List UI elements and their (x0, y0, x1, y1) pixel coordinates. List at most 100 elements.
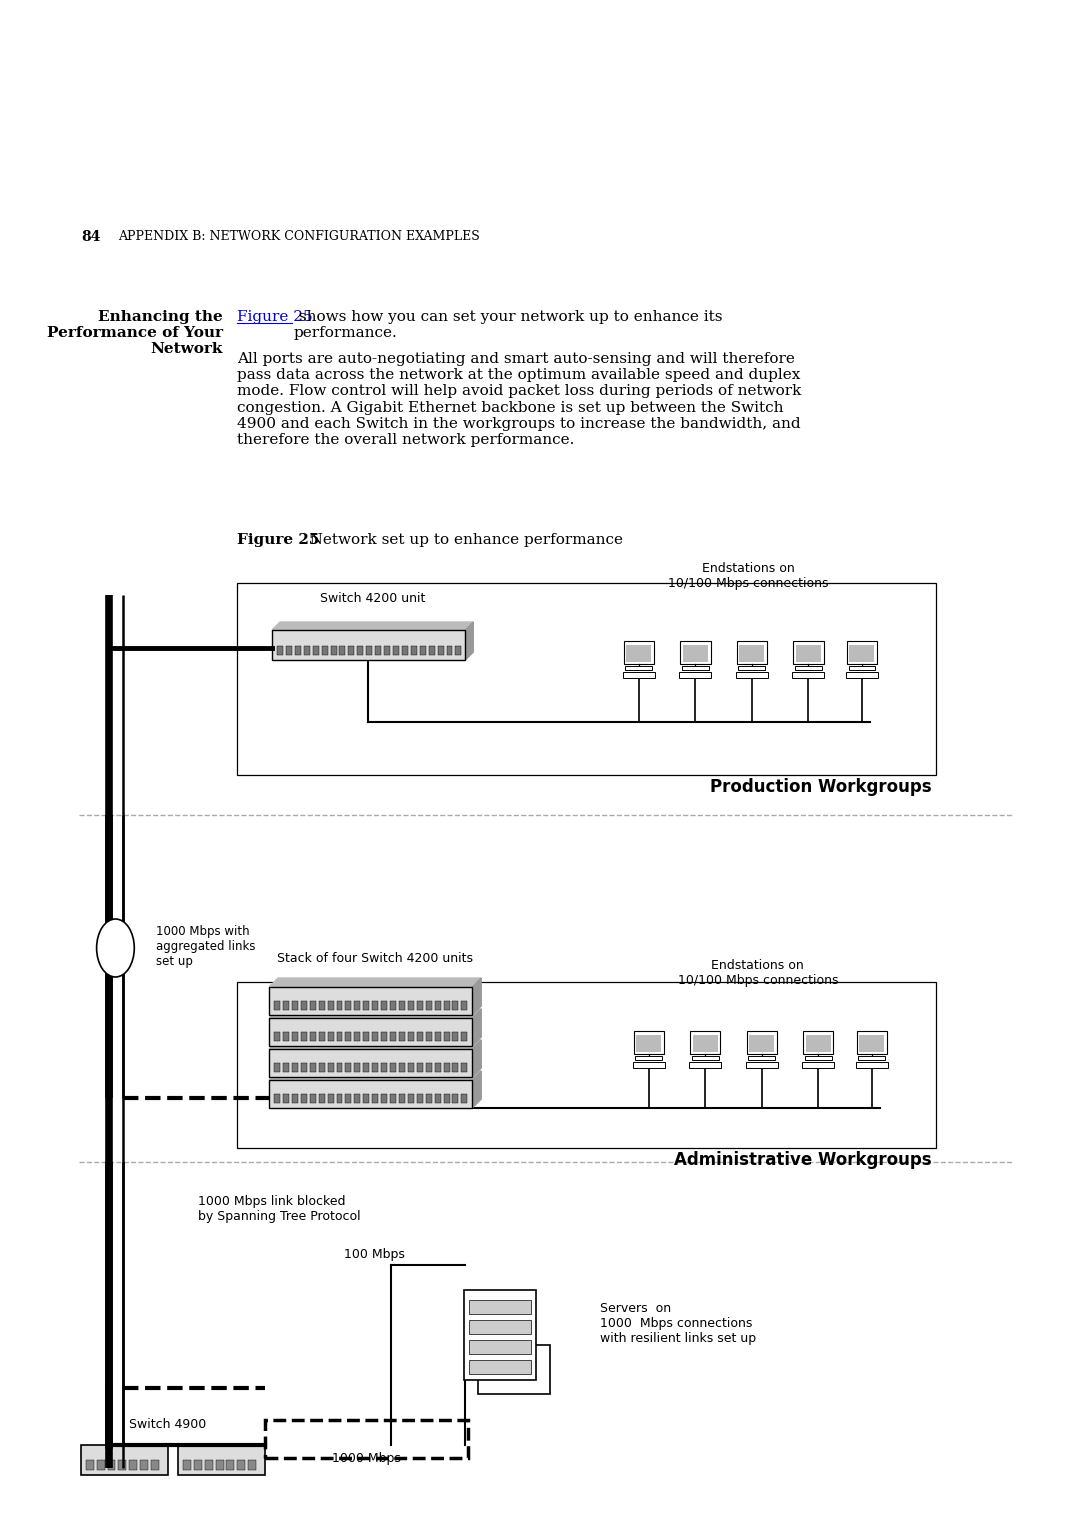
Bar (337, 1094, 342, 1103)
Bar (426, 1063, 432, 1073)
Bar (623, 642, 654, 665)
Bar (346, 1001, 351, 1010)
Bar (283, 1063, 289, 1073)
Bar (269, 1018, 472, 1047)
Bar (847, 642, 877, 665)
Bar (283, 1094, 289, 1103)
Bar (310, 1031, 315, 1041)
Bar (278, 646, 283, 656)
Bar (373, 1001, 378, 1010)
Bar (269, 1080, 472, 1108)
Bar (301, 1031, 307, 1041)
Bar (205, 1459, 213, 1470)
Bar (216, 1459, 224, 1470)
Bar (417, 1094, 422, 1103)
Bar (690, 1031, 720, 1054)
Bar (327, 1094, 334, 1103)
Text: All ports are auto-negotiating and smart auto-sensing and will therefore
pass da: All ports are auto-negotiating and smart… (238, 351, 801, 448)
Bar (856, 1031, 887, 1054)
Bar (85, 1459, 94, 1470)
Bar (108, 1459, 116, 1470)
Bar (354, 1001, 361, 1010)
Bar (679, 672, 712, 678)
Bar (238, 1459, 245, 1470)
Bar (384, 646, 390, 656)
Bar (793, 672, 824, 678)
Bar (689, 1062, 721, 1068)
Bar (357, 646, 363, 656)
Bar (437, 646, 444, 656)
Bar (420, 646, 426, 656)
Bar (748, 1056, 775, 1060)
Bar (849, 666, 875, 669)
Bar (681, 666, 708, 669)
Text: Switch 4900: Switch 4900 (130, 1418, 206, 1432)
Bar (319, 1031, 325, 1041)
Bar (446, 646, 453, 656)
Bar (81, 1445, 168, 1475)
Bar (470, 1300, 530, 1314)
Bar (349, 646, 354, 656)
Bar (470, 1340, 530, 1354)
Bar (846, 672, 878, 678)
Bar (739, 666, 766, 669)
Polygon shape (269, 1008, 482, 1018)
Bar (363, 1001, 369, 1010)
Bar (805, 1056, 832, 1060)
Bar (96, 1459, 105, 1470)
Polygon shape (472, 1071, 482, 1108)
Text: Stack of four Switch 4200 units: Stack of four Switch 4200 units (276, 952, 473, 966)
Bar (301, 1094, 307, 1103)
Bar (337, 1001, 342, 1010)
Bar (434, 1094, 441, 1103)
Bar (119, 1459, 126, 1470)
Bar (410, 646, 417, 656)
Bar (429, 646, 434, 656)
Bar (434, 1031, 441, 1041)
Bar (795, 666, 822, 669)
Text: 1000 Mbps with
aggregated links
set up: 1000 Mbps with aggregated links set up (157, 924, 256, 967)
Bar (183, 1459, 191, 1470)
Bar (178, 1445, 265, 1475)
Text: Endstations on
10/100 Mbps connections: Endstations on 10/100 Mbps connections (667, 562, 828, 590)
Text: APPENDIX B: NETWORK CONFIGURATION EXAMPLES: APPENDIX B: NETWORK CONFIGURATION EXAMPL… (119, 231, 481, 243)
Bar (373, 1063, 378, 1073)
Bar (461, 1063, 468, 1073)
Bar (478, 1345, 550, 1394)
Bar (806, 1034, 831, 1051)
Bar (399, 1031, 405, 1041)
Bar (849, 645, 875, 662)
Bar (417, 1031, 422, 1041)
Bar (417, 1063, 422, 1073)
Bar (327, 1001, 334, 1010)
Bar (193, 1459, 202, 1470)
Bar (692, 1034, 718, 1051)
Bar (381, 1031, 387, 1041)
Bar (286, 646, 292, 656)
Bar (346, 1031, 351, 1041)
Bar (151, 1459, 159, 1470)
Bar (339, 646, 346, 656)
Bar (625, 666, 652, 669)
Bar (375, 646, 381, 656)
Bar (283, 1001, 289, 1010)
Bar (635, 1056, 662, 1060)
Bar (363, 1031, 369, 1041)
Bar (461, 1031, 468, 1041)
Bar (238, 983, 936, 1148)
Bar (381, 1063, 387, 1073)
Bar (461, 1094, 468, 1103)
Bar (444, 1063, 449, 1073)
Bar (750, 1034, 774, 1051)
Bar (295, 646, 301, 656)
Bar (292, 1063, 298, 1073)
Text: shows how you can set your network up to enhance its
performance.: shows how you can set your network up to… (294, 310, 723, 341)
Bar (453, 1031, 458, 1041)
Bar (746, 1031, 777, 1054)
Bar (426, 1094, 432, 1103)
Polygon shape (472, 1041, 482, 1077)
Bar (399, 1001, 405, 1010)
Bar (735, 672, 768, 678)
Bar (354, 1063, 361, 1073)
Bar (434, 1063, 441, 1073)
